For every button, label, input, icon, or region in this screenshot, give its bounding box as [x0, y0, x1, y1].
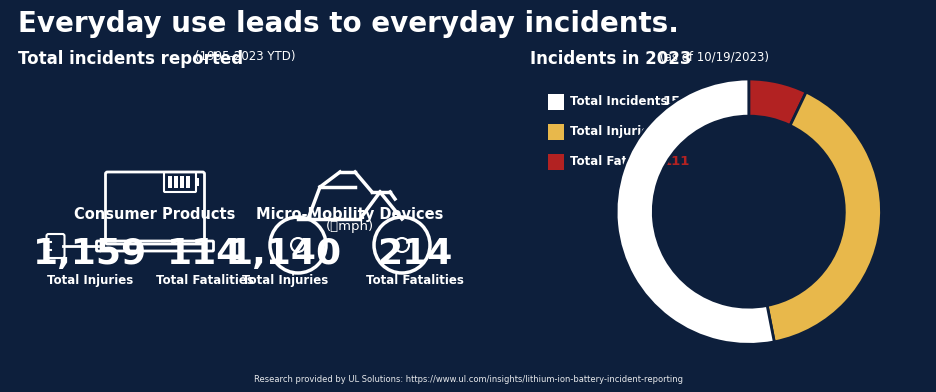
- Text: Incidents in 2023: Incidents in 2023: [530, 50, 697, 68]
- Text: 621: 621: [663, 125, 691, 138]
- Text: (㰠mph): (㰠mph): [326, 220, 374, 233]
- Text: (as of 10/19/2023): (as of 10/19/2023): [660, 50, 769, 63]
- Text: Total Incidents: Total Incidents: [570, 94, 667, 107]
- Text: Everyday use leads to everyday incidents.: Everyday use leads to everyday incidents…: [18, 10, 679, 38]
- Text: Micro-Mobility Devices: Micro-Mobility Devices: [256, 207, 444, 222]
- Text: Total Fatalities: Total Fatalities: [570, 154, 668, 167]
- Text: Research provided by UL Solutions: https://www.ul.com/insights/lithium-ion-batte: Research provided by UL Solutions: https…: [254, 375, 682, 384]
- Wedge shape: [768, 92, 882, 342]
- Text: Total Injuries: Total Injuries: [47, 274, 133, 287]
- Text: Total Injuries: Total Injuries: [570, 125, 656, 138]
- Text: 1,159: 1,159: [33, 237, 147, 271]
- Bar: [168, 176, 172, 188]
- Bar: [180, 176, 184, 188]
- Text: 1560: 1560: [663, 94, 700, 107]
- Wedge shape: [616, 79, 774, 344]
- Text: 111: 111: [663, 154, 691, 167]
- Text: (1995-2023 YTD): (1995-2023 YTD): [195, 50, 296, 63]
- Text: Total Fatalities: Total Fatalities: [366, 274, 464, 287]
- Text: 114: 114: [168, 237, 242, 271]
- Bar: [548, 154, 564, 170]
- Text: Total incidents reported: Total incidents reported: [18, 50, 249, 68]
- Wedge shape: [749, 79, 806, 125]
- Text: 1,140: 1,140: [228, 237, 342, 271]
- Bar: [174, 176, 178, 188]
- Text: Total Injuries: Total Injuries: [241, 274, 329, 287]
- Text: 214: 214: [377, 237, 453, 271]
- Bar: [548, 124, 564, 140]
- Bar: [186, 176, 190, 188]
- Text: Consumer Products: Consumer Products: [74, 207, 236, 222]
- Bar: [548, 94, 564, 110]
- Bar: [195, 178, 199, 185]
- Text: Total Fatalities: Total Fatalities: [156, 274, 254, 287]
